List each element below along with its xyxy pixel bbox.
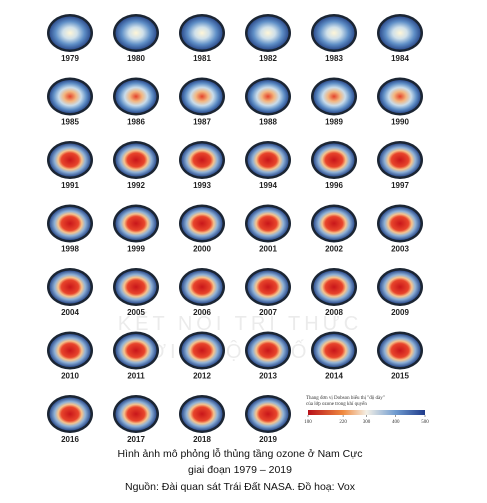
ozone-map <box>49 397 91 431</box>
year-label: 1986 <box>127 118 145 127</box>
year-label: 2018 <box>193 435 211 444</box>
ozone-map <box>313 16 355 50</box>
ozone-map <box>49 16 91 50</box>
ozone-map <box>247 397 289 431</box>
ozone-map <box>181 143 223 177</box>
year-label: 1988 <box>259 118 277 127</box>
ozone-map <box>313 143 355 177</box>
year-label: 2019 <box>259 435 277 444</box>
caption: Hình ảnh mô phỏng lỗ thủng tầng ozone ở … <box>117 447 362 460</box>
year-label: 2017 <box>127 435 145 444</box>
year-label: 2009 <box>391 308 409 317</box>
year-label: 2003 <box>391 245 409 254</box>
year-label: 2015 <box>391 372 409 381</box>
year-label: 2014 <box>325 372 343 381</box>
year-label: 1991 <box>61 181 79 190</box>
year-label: 1985 <box>61 118 79 127</box>
year-label: 2016 <box>61 435 79 444</box>
caption-source: Nguồn: Đài quan sát Trái Đất NASA. Đồ ho… <box>125 481 356 493</box>
watermark-text: KẾT NỐI TRI THỨC <box>118 311 362 335</box>
caption: giai đoạn 1979 – 2019 <box>188 464 292 476</box>
ozone-map <box>115 80 157 113</box>
ozone-map <box>181 16 223 50</box>
ozone-map <box>49 334 91 367</box>
ozone-map <box>181 207 223 240</box>
year-label: 1993 <box>193 181 211 190</box>
scale-tick-label: 500 <box>421 420 429 425</box>
year-label: 2011 <box>127 372 145 381</box>
year-label: 1984 <box>391 54 409 63</box>
legend-title: của lớp ozone trong khí quyển <box>306 401 367 407</box>
year-label: 1982 <box>259 54 277 63</box>
year-label: 2010 <box>61 372 79 381</box>
year-label: 2000 <box>193 245 211 254</box>
ozone-map <box>313 207 355 240</box>
scale-tick-label: 100 <box>304 420 312 425</box>
ozone-map <box>379 207 421 240</box>
color-scale <box>308 410 425 415</box>
ozone-map <box>247 16 289 50</box>
year-label: 2006 <box>193 308 211 317</box>
ozone-map <box>379 16 421 50</box>
legend: Thang đơn vị Dobson biểu thị "độ dày" củ… <box>302 392 432 428</box>
year-label: 2008 <box>325 308 343 317</box>
watermark: KẾT NỐI TRI THỨC VỚI CUỘC SỐNG <box>118 311 362 363</box>
year-label: 1994 <box>259 181 277 190</box>
year-label: 2005 <box>127 308 145 317</box>
ozone-map <box>247 80 289 113</box>
ozone-map <box>49 80 91 113</box>
year-label: 2007 <box>259 308 277 317</box>
ozone-map <box>115 334 157 367</box>
year-label: 1980 <box>127 54 145 63</box>
year-label: 1979 <box>61 54 79 63</box>
ozone-map <box>313 334 355 367</box>
ozone-map <box>247 207 289 240</box>
ozone-map <box>379 143 421 177</box>
ozone-map <box>49 207 91 240</box>
year-label: 1981 <box>193 54 211 63</box>
ozone-map <box>247 143 289 177</box>
year-label: 2004 <box>61 308 79 317</box>
ozone-map <box>313 80 355 113</box>
ozone-map <box>247 334 289 367</box>
ozone-map <box>115 143 157 177</box>
scale-tick-label: 220 <box>339 420 347 425</box>
year-label: 1997 <box>391 181 409 190</box>
watermark-text: VỚI CUỘC SỐNG <box>132 339 349 363</box>
ozone-map <box>49 143 91 177</box>
ozone-map <box>115 397 157 431</box>
ozone-map <box>115 16 157 50</box>
year-label: 2002 <box>325 245 343 254</box>
year-label: 2012 <box>193 372 211 381</box>
ozone-map <box>247 270 289 304</box>
year-label: 1990 <box>391 118 409 127</box>
scale-tick-label: 400 <box>392 420 400 425</box>
ozone-map <box>115 270 157 304</box>
ozone-map <box>181 270 223 304</box>
ozone-map <box>49 270 91 304</box>
year-label: 1983 <box>325 54 343 63</box>
year-label: 1987 <box>193 118 211 127</box>
ozone-map <box>181 397 223 431</box>
ozone-map <box>379 334 421 367</box>
ozone-map <box>379 80 421 113</box>
year-label: 1996 <box>325 181 343 190</box>
ozone-map <box>181 334 223 367</box>
ozone-map <box>115 207 157 240</box>
scale-tick-label: 300 <box>363 420 371 425</box>
ozone-map <box>379 270 421 304</box>
year-label: 1992 <box>127 181 145 190</box>
year-label: 1999 <box>127 245 145 254</box>
ozone-map <box>313 270 355 304</box>
ozone-map <box>181 80 223 113</box>
legend-title: Thang đơn vị Dobson biểu thị "độ dày" <box>306 395 385 401</box>
year-label: 1989 <box>325 118 343 127</box>
year-label: 2013 <box>259 372 277 381</box>
year-label: 2001 <box>259 245 277 254</box>
year-label: 1998 <box>61 245 79 254</box>
